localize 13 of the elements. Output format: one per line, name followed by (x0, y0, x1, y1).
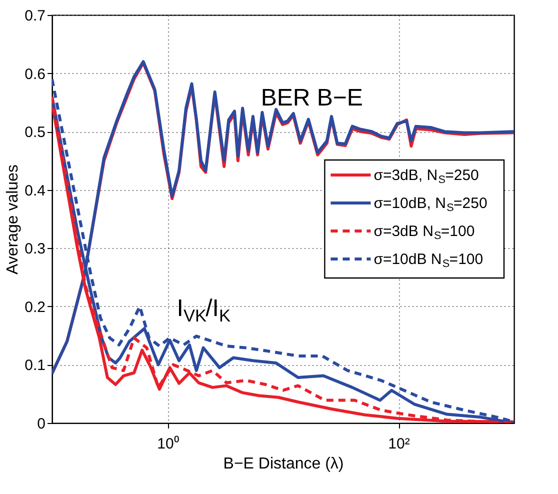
y-tick-label: 0.7 (24, 8, 46, 24)
y-axis-title: Average values (4, 164, 22, 274)
y-tick-label: 0 (37, 416, 46, 432)
x-axis-title: B−E Distance (λ) (223, 456, 344, 472)
y-tick-label: 0.3 (24, 240, 46, 258)
y-tick-label: 0.6 (24, 66, 46, 83)
x-tick-label: 10⁰ (157, 436, 179, 452)
y-tick-label: 0.5 (24, 124, 46, 142)
y-tick-label: 0.4 (24, 182, 46, 200)
y-tick-label: 0.2 (24, 298, 46, 316)
x-tick-label: 10² (388, 436, 410, 452)
y-tick-label: 0.1 (24, 357, 46, 374)
annotation: BER B−E (260, 84, 363, 112)
